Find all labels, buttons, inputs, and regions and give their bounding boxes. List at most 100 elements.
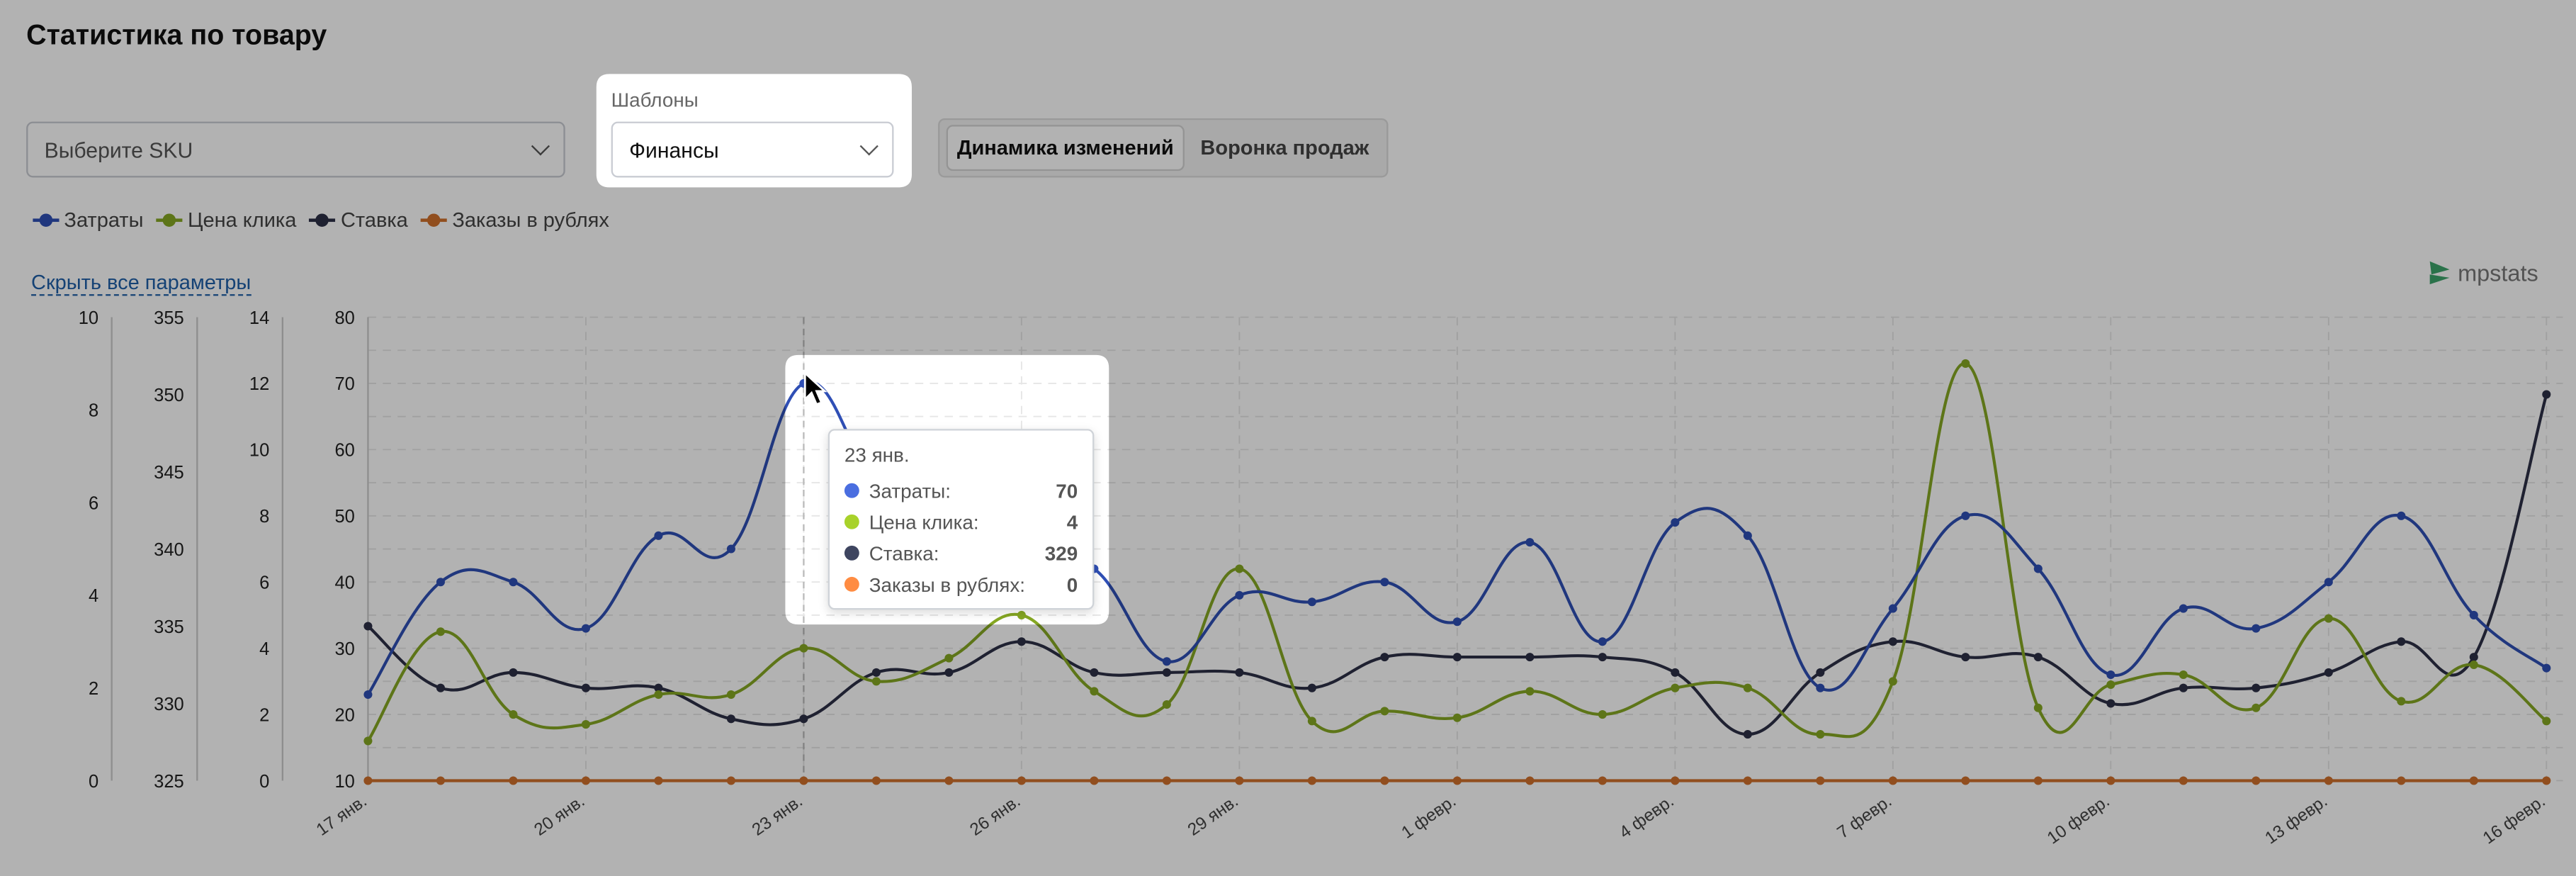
data-point — [1743, 730, 1752, 739]
series-line — [366, 361, 2548, 742]
data-point — [1525, 687, 1535, 696]
data-point — [1162, 657, 1171, 666]
data-point — [799, 776, 808, 785]
y-tick-label: 0 — [259, 772, 269, 792]
data-point — [2179, 604, 2188, 613]
y-tick-label: 10 — [79, 308, 98, 328]
series-dot-icon — [844, 545, 859, 561]
x-tick-label: 20 янв. — [531, 792, 588, 840]
tab-dynamics[interactable]: Динамика изменений — [946, 125, 1185, 172]
data-point — [1525, 538, 1535, 547]
legend-marker-icon — [421, 210, 448, 230]
y-tick-label: 6 — [259, 573, 269, 593]
x-tick-label: 16 февр. — [2480, 792, 2549, 848]
data-point — [1452, 776, 1462, 785]
data-point — [1235, 564, 1244, 573]
data-point — [1307, 776, 1316, 785]
data-point — [944, 653, 954, 663]
y-tick-label: 330 — [154, 695, 184, 714]
data-point — [1525, 653, 1535, 662]
data-point — [1888, 604, 1897, 613]
y-tick-label: 350 — [154, 386, 184, 405]
data-point — [1743, 776, 1752, 785]
data-point — [1525, 776, 1535, 785]
data-point — [1743, 531, 1752, 540]
sku-select[interactable]: Выберите SKU — [26, 121, 565, 178]
y-tick-label: 70 — [335, 374, 355, 394]
x-tick-label: 4 февр. — [1616, 792, 1678, 843]
view-toggle: Динамика изменений Воронка продаж — [938, 118, 1389, 178]
y-tick-label: 2 — [89, 679, 98, 699]
tooltip-value: 329 — [1044, 541, 1078, 565]
data-point — [436, 578, 445, 587]
data-point — [1452, 653, 1462, 662]
legend-label: Затраты — [64, 208, 144, 232]
legend-item[interactable]: Ставка — [309, 208, 408, 232]
data-point — [2469, 610, 2478, 619]
legend-item[interactable]: Заказы в рублях — [421, 209, 609, 232]
data-point — [2106, 699, 2115, 708]
y-tick-label: 335 — [154, 617, 184, 637]
data-point — [1961, 776, 1970, 785]
y-tick-label: 4 — [89, 586, 98, 606]
y-tick-label: 2 — [259, 705, 269, 725]
data-point — [1816, 683, 1825, 692]
data-point — [2324, 578, 2333, 587]
data-point — [436, 776, 445, 785]
data-point — [363, 690, 373, 700]
data-point — [1816, 730, 1825, 739]
x-tick-label: 7 февр. — [1834, 792, 1895, 843]
data-point — [1671, 668, 1680, 677]
templates-select[interactable]: Финансы — [611, 121, 894, 178]
data-point — [2397, 697, 2406, 706]
chart-legend: Затраты Цена клика Ставка Заказы в рублях — [33, 209, 609, 232]
y-tick-label: 40 — [335, 573, 355, 593]
hide-all-params-link[interactable]: Скрыть все параметры — [31, 271, 252, 296]
y-tick-label: 6 — [89, 493, 98, 513]
data-point — [799, 714, 808, 724]
tooltip-label: Затраты: — [869, 478, 951, 502]
mpstats-logo-icon — [2429, 261, 2450, 285]
data-point — [2397, 511, 2406, 520]
data-point — [1235, 668, 1244, 677]
data-point — [2179, 776, 2188, 785]
data-point — [1162, 700, 1171, 709]
data-point — [2033, 564, 2043, 573]
data-point — [1090, 668, 1099, 677]
legend-label: Цена клика — [188, 208, 297, 232]
legend-item[interactable]: Затраты — [33, 209, 143, 232]
data-point — [581, 776, 590, 785]
x-tick-label: 1 февр. — [1399, 792, 1460, 843]
data-point — [1598, 653, 1607, 662]
data-point — [1671, 518, 1680, 527]
data-point — [1452, 713, 1462, 722]
x-tick-label: 17 янв. — [313, 792, 371, 840]
chart-tooltip: 23 янв. Затраты: 70 Цена клика: 4 Ставка: 329… — [827, 429, 1095, 610]
x-tick-label: 13 февр. — [2261, 792, 2331, 848]
data-point — [1961, 511, 1970, 520]
data-point — [2106, 776, 2115, 785]
legend-label: Заказы в рублях — [452, 208, 609, 232]
tab-sales-funnel[interactable]: Воронка продаж — [1200, 136, 1369, 159]
data-point — [2252, 703, 2261, 712]
data-point — [2542, 776, 2551, 785]
legend-label: Ставка — [340, 208, 408, 232]
tooltip-label: Цена клика: — [869, 510, 979, 534]
data-point — [1090, 776, 1099, 785]
data-point — [1598, 637, 1607, 646]
tooltip-row: Цена клика: 4 — [844, 506, 1078, 537]
data-point — [1888, 677, 1897, 686]
data-point — [1888, 637, 1897, 646]
sku-select-placeholder: Выберите SKU — [44, 137, 193, 162]
series-dot-icon — [844, 576, 859, 592]
data-point — [654, 683, 663, 692]
data-point — [1380, 776, 1389, 785]
legend-item[interactable]: Цена клика — [156, 208, 297, 232]
data-point — [1888, 776, 1897, 785]
x-tick-label: 29 янв. — [1185, 792, 1242, 840]
mpstats-logo: mpstats — [2428, 259, 2538, 286]
y-tick-label: 345 — [154, 463, 184, 483]
y-tick-label: 0 — [89, 772, 98, 792]
